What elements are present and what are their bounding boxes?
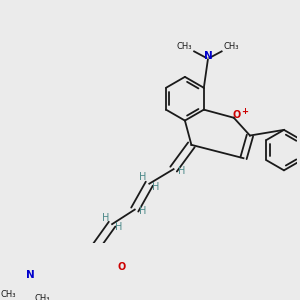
Text: H: H bbox=[102, 213, 109, 223]
Text: N: N bbox=[203, 51, 212, 61]
Text: H: H bbox=[139, 172, 146, 182]
Text: +: + bbox=[241, 107, 248, 116]
Text: H: H bbox=[115, 222, 122, 233]
Text: CH₃: CH₃ bbox=[34, 294, 50, 300]
Text: H: H bbox=[178, 166, 185, 176]
Text: H: H bbox=[139, 206, 146, 216]
Text: O: O bbox=[232, 110, 240, 120]
Text: CH₃: CH₃ bbox=[224, 42, 239, 51]
Text: O: O bbox=[117, 262, 125, 272]
Text: H: H bbox=[152, 182, 160, 192]
Text: CH₃: CH₃ bbox=[1, 290, 16, 299]
Text: CH₃: CH₃ bbox=[177, 42, 192, 51]
Text: N: N bbox=[26, 270, 34, 280]
